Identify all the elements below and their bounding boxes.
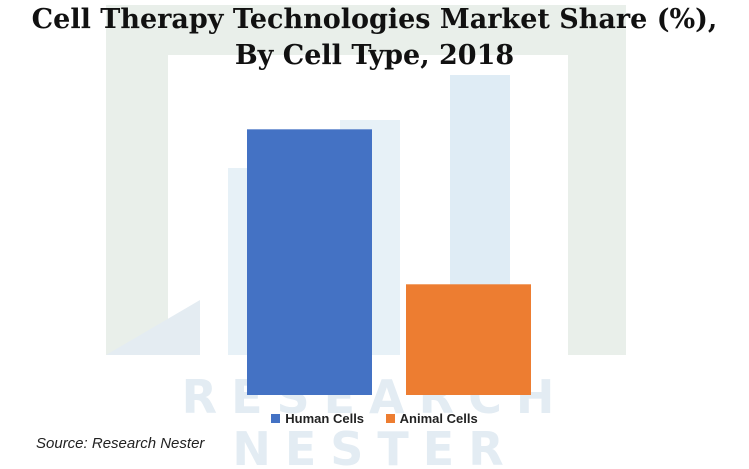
legend-item-human-cells: Human Cells (271, 411, 364, 426)
chart-title-line2: By Cell Type, 2018 (234, 40, 515, 71)
svg-text:NESTER: NESTER (232, 422, 517, 469)
legend-swatch-human-cells (271, 414, 281, 423)
legend-label-human-cells: Human Cells (285, 411, 365, 426)
source-note: Source: Research Nester (36, 435, 205, 452)
legend-label-animal-cells: Animal Cells (399, 411, 478, 426)
chart-legend: Human Cells Animal Cells (0, 411, 749, 426)
legend-item-animal-cells: Animal Cells (385, 411, 478, 426)
chart-title: Cell Therapy Technologies Market Share (… (0, 2, 749, 74)
legend-swatch-animal-cells (385, 414, 395, 423)
bar-human-cells (247, 129, 372, 395)
chart-title-line1: Cell Therapy Technologies Market Share (… (31, 4, 718, 35)
bar-animal-cells (406, 284, 531, 395)
